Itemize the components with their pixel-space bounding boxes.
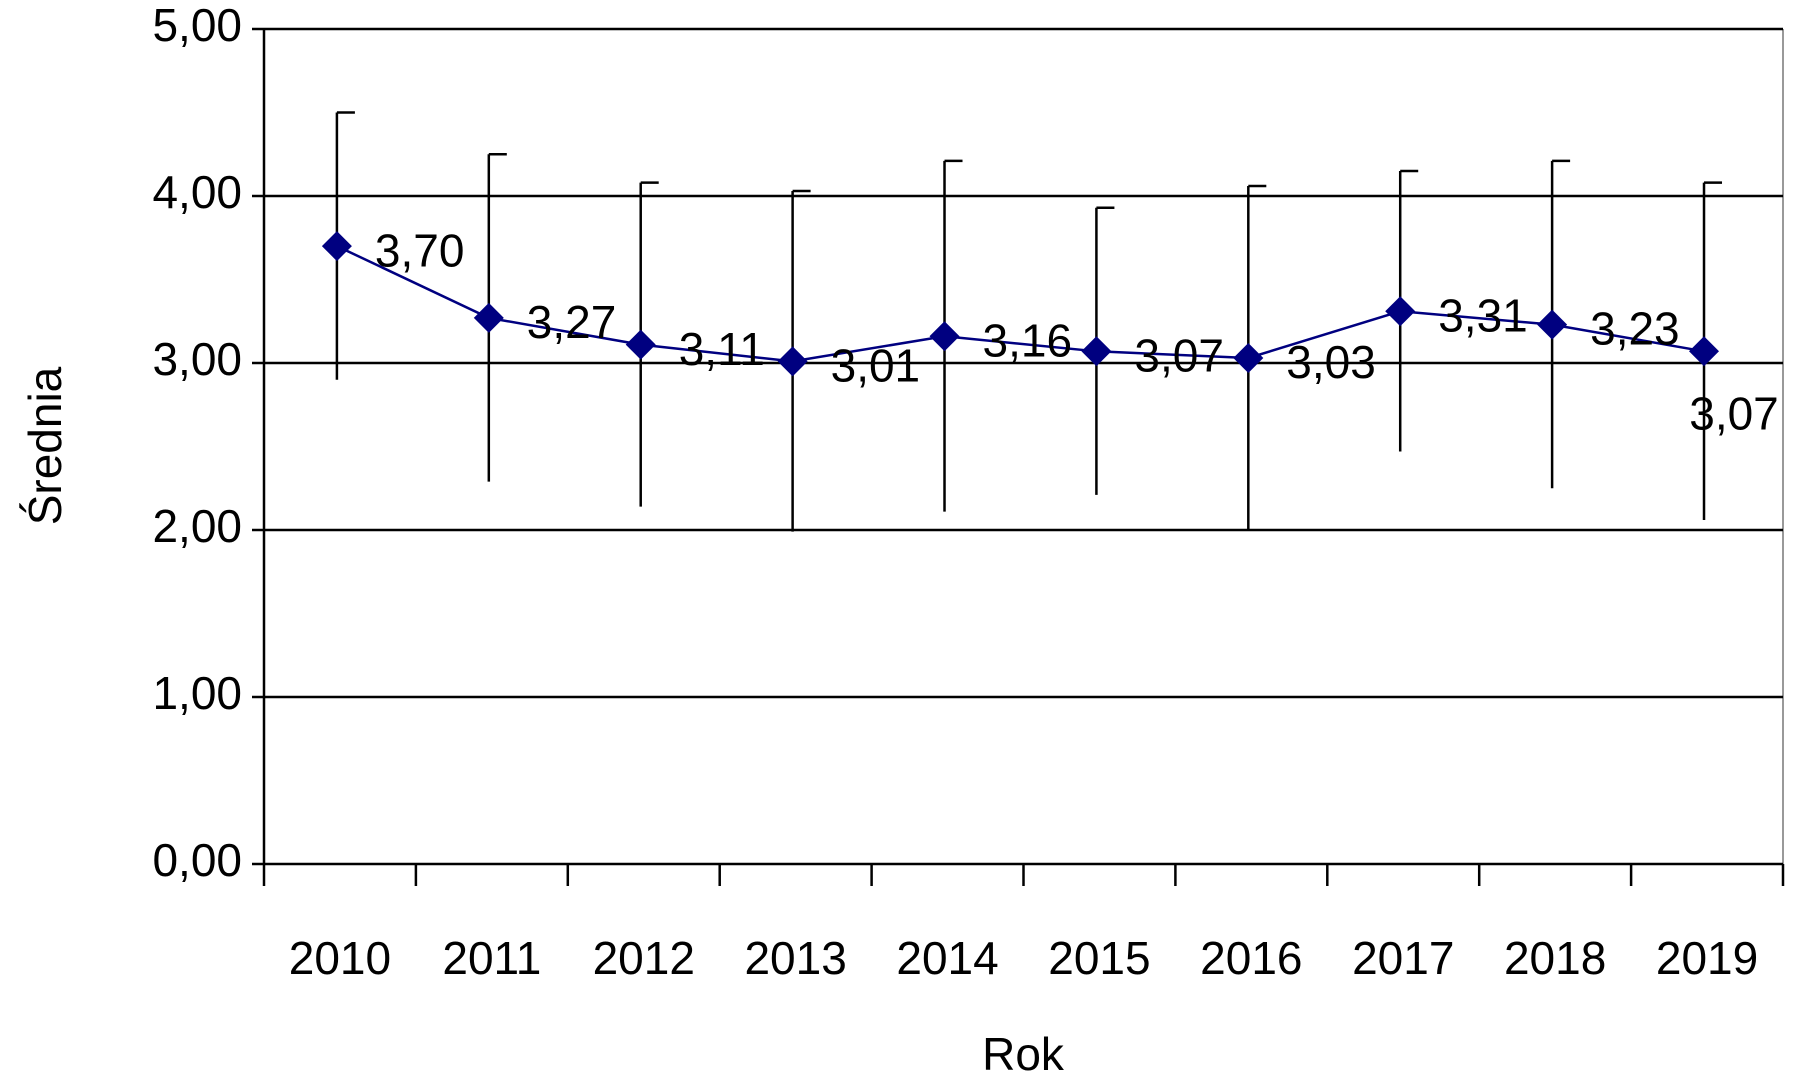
- data-label: 3,31: [1438, 289, 1528, 341]
- x-axis-title: Rok: [982, 1028, 1065, 1080]
- x-tick-label: 2014: [896, 932, 998, 984]
- marker: [777, 346, 808, 377]
- marker: [1081, 336, 1112, 367]
- y-tick-label: 2,00: [152, 500, 242, 552]
- data-label: 3,70: [375, 224, 465, 276]
- marker: [473, 302, 504, 333]
- marker: [929, 321, 960, 352]
- data-label: 3,27: [527, 296, 617, 348]
- data-label: 3,23: [1590, 303, 1680, 355]
- data-label: 3,01: [831, 339, 921, 391]
- data-label: 3,11: [679, 323, 765, 375]
- x-tick-label: 2018: [1504, 932, 1606, 984]
- marker: [1385, 296, 1416, 327]
- marker: [321, 231, 352, 262]
- marker: [1233, 342, 1264, 373]
- x-tick-label: 2011: [442, 932, 541, 984]
- y-tick-label: 4,00: [152, 166, 242, 218]
- x-tick-label: 2016: [1200, 932, 1302, 984]
- x-tick-label: 2015: [1048, 932, 1150, 984]
- data-label: 3,16: [983, 314, 1073, 366]
- x-tick-label: 2010: [289, 932, 391, 984]
- data-label: 3,03: [1286, 336, 1376, 388]
- y-tick-label: 0,00: [152, 834, 242, 886]
- x-tick-label: 2019: [1656, 932, 1758, 984]
- x-tick-label: 2017: [1352, 932, 1454, 984]
- series-line: [336, 244, 1705, 363]
- marker: [1689, 336, 1720, 367]
- data-label: 3,07: [1134, 329, 1224, 381]
- y-tick-label: 1,00: [152, 667, 242, 719]
- marker: [1537, 309, 1568, 340]
- y-tick-label: 5,00: [152, 0, 242, 51]
- x-tick-label: 2012: [593, 932, 695, 984]
- x-tick-label: 2013: [744, 932, 846, 984]
- y-tick-label: 3,00: [152, 333, 242, 385]
- data-label: 3,07: [1689, 387, 1779, 439]
- marker: [625, 329, 656, 360]
- y-axis-title: Średnia: [19, 366, 71, 525]
